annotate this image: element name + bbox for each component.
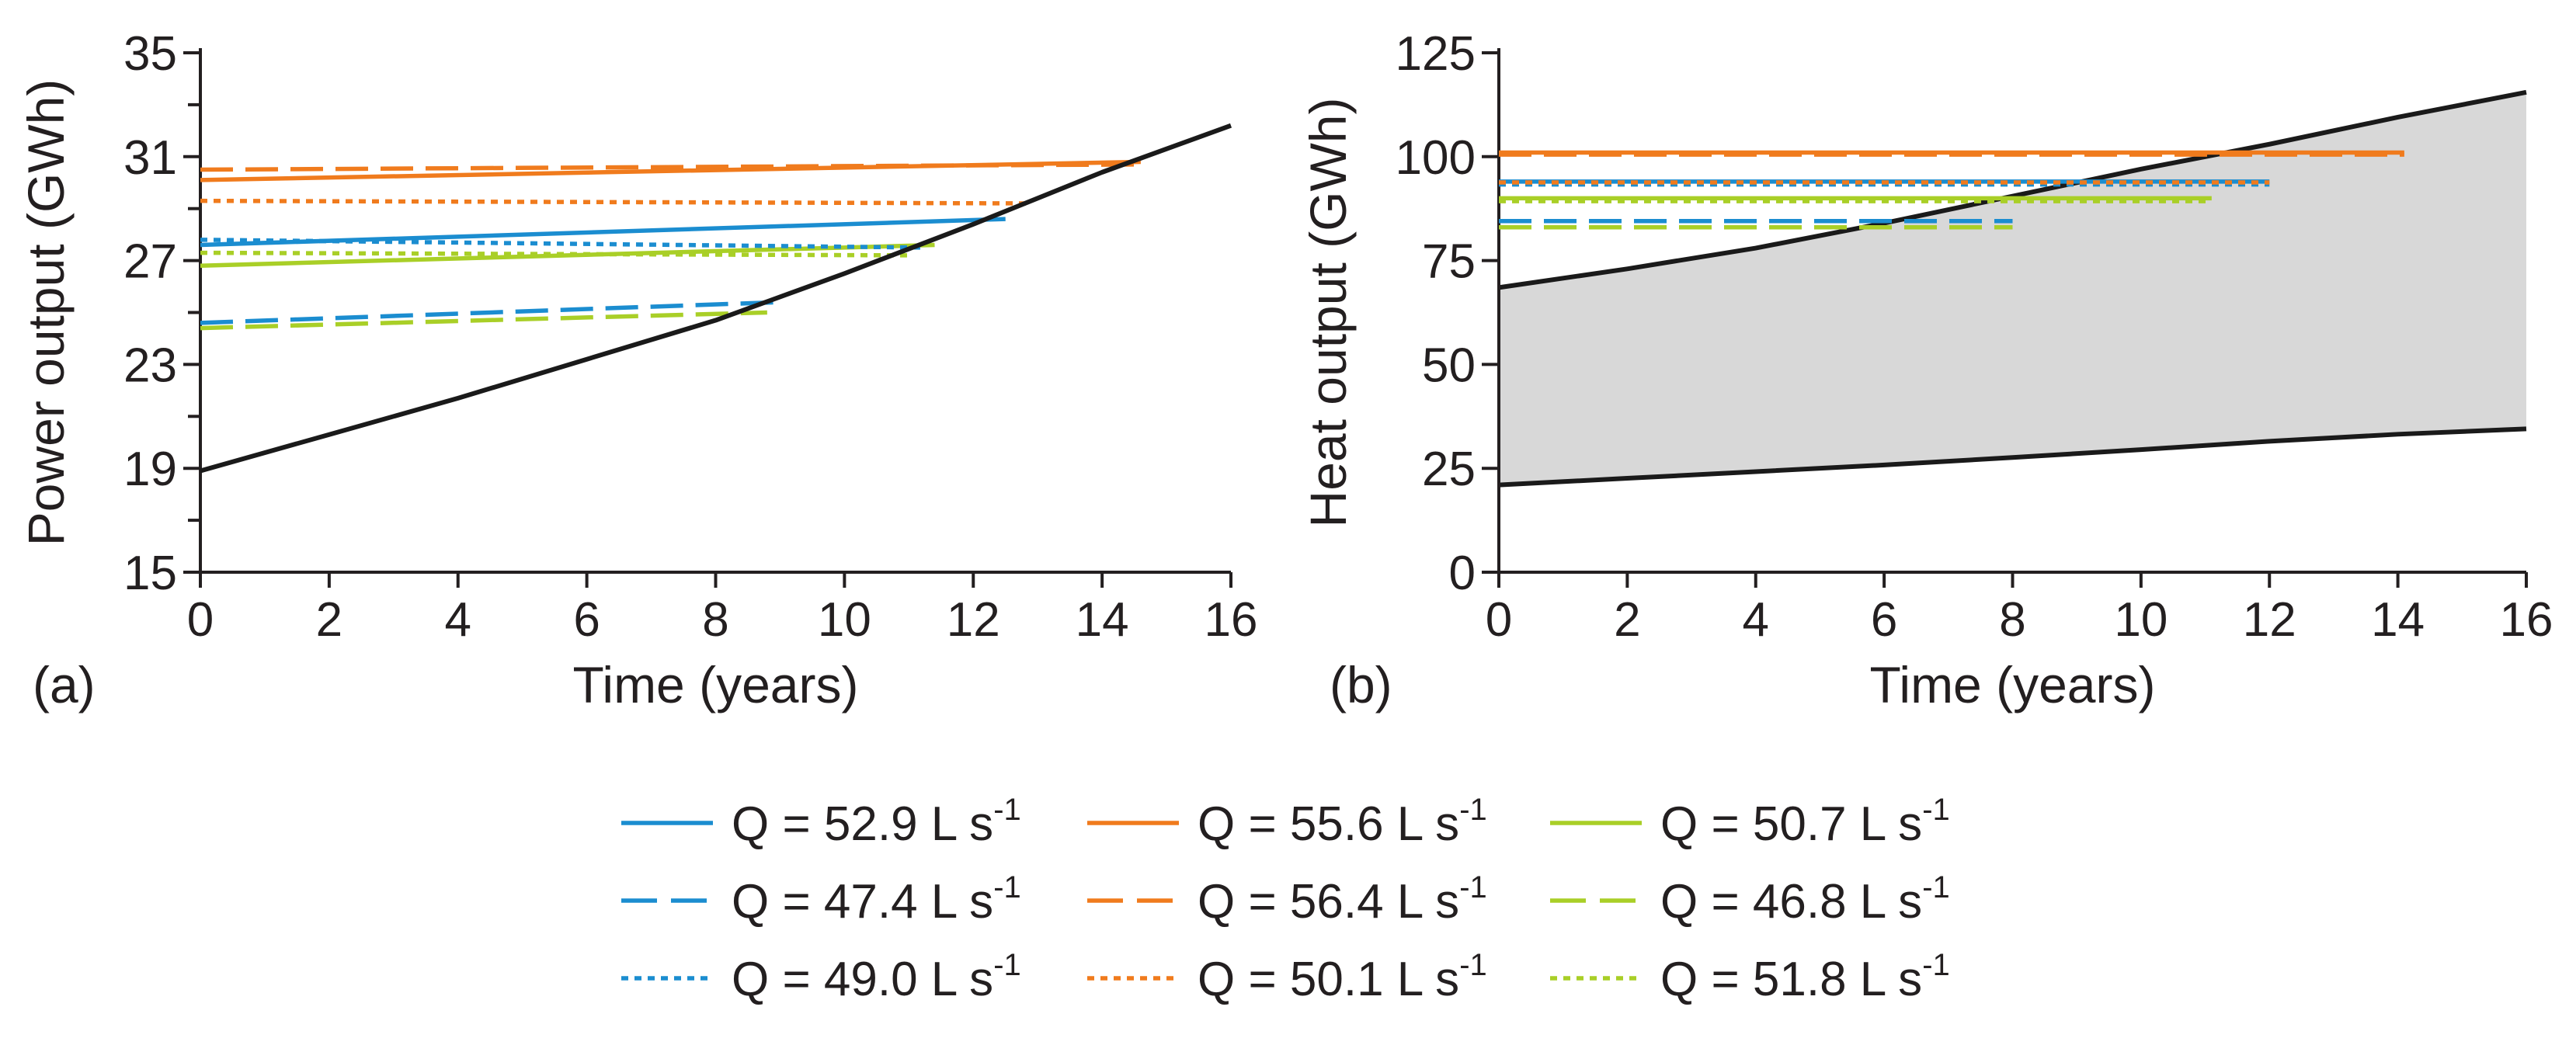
- x-tick-label: 12: [2243, 593, 2296, 647]
- band-lower-line: [1498, 426, 2527, 488]
- panel-label-b: (b): [1330, 656, 1392, 713]
- x-tick-label: 10: [2114, 593, 2168, 647]
- x-tick-label: 16: [2500, 593, 2553, 647]
- legend-label-s1: Q = 52.9 L s-1: [732, 793, 1021, 851]
- legend-label-s9: Q = 51.8 L s-1: [1660, 948, 1950, 1006]
- legend: Q = 52.9 L s-1 Q = 55.6 L s-1 Q = 50.7 L s…: [621, 793, 1950, 1006]
- x-tick-label: 2: [1614, 593, 1640, 647]
- x-tick-label: 16: [1205, 593, 1258, 647]
- panel-a-chart: 0 2 4 6 8 10 12 14 16 15 19 23 27 31 35 Time (years) Pow…: [17, 27, 1257, 713]
- x-tick-label: 4: [445, 593, 471, 647]
- y-tick-label: 15: [123, 547, 177, 600]
- x-tick-label: 14: [2371, 593, 2425, 647]
- legend-label-s2: Q = 55.6 L s-1: [1198, 793, 1487, 851]
- y-tick-label: 25: [1422, 443, 1476, 496]
- panel-b-chart: 0 2 4 6 8 10 12 14 16 0 25 50 75 100 125 Time (years) He…: [1299, 27, 2553, 713]
- y-tick-label: 0: [1449, 547, 1476, 600]
- legend-superscript: -1: [1922, 870, 1950, 904]
- legend-superscript: -1: [1459, 870, 1487, 904]
- legend-label-s3: Q = 50.7 L s-1: [1660, 793, 1950, 851]
- y-axis-label: Heat output (GWh): [1299, 98, 1357, 528]
- legend-label-s4: Q = 47.4 L s-1: [732, 870, 1021, 929]
- legend-superscript: -1: [1459, 793, 1487, 827]
- series-line-s4: [200, 300, 780, 325]
- x-tick-label: 10: [818, 593, 871, 647]
- x-tick-label: 8: [702, 593, 728, 647]
- y-tick-label: 75: [1422, 235, 1476, 289]
- panel-label-a: (a): [33, 656, 96, 713]
- x-tick-label: 6: [573, 593, 600, 647]
- shaded-band-area: [1499, 92, 2526, 485]
- legend-label-s8: Q = 50.1 L s-1: [1198, 948, 1487, 1006]
- series-line-s8: [200, 198, 1031, 206]
- y-tick-label: 31: [123, 131, 177, 185]
- y-tick-label: 23: [123, 339, 177, 392]
- legend-superscript: -1: [1922, 793, 1950, 827]
- x-axis-label: Time (years): [1870, 656, 2156, 713]
- legend-label-s6: Q = 46.8 L s-1: [1660, 870, 1950, 929]
- legend-superscript: -1: [993, 793, 1021, 827]
- series-line-s7: [200, 238, 922, 250]
- y-axis-label: Power output (GWh): [17, 79, 75, 547]
- x-tick-label: 6: [1871, 593, 1897, 647]
- series-line-s6: [200, 310, 767, 331]
- legend-superscript: -1: [993, 870, 1021, 904]
- y-tick-label: 100: [1396, 131, 1476, 185]
- y-tick-label: 19: [123, 443, 177, 496]
- series-line-s5: [200, 162, 1141, 172]
- x-tick-label: 14: [1076, 593, 1129, 647]
- x-tick-label: 12: [947, 593, 1000, 647]
- legend-superscript: -1: [1922, 948, 1950, 982]
- x-axis-label: Time (years): [573, 656, 859, 713]
- legend-label-s5: Q = 56.4 L s-1: [1198, 870, 1487, 929]
- y-tick-label: 35: [123, 27, 177, 81]
- y-tick-label: 125: [1396, 27, 1476, 81]
- series-line-limit: [200, 123, 1232, 474]
- legend-superscript: -1: [993, 948, 1021, 982]
- legend-superscript: -1: [1459, 948, 1487, 982]
- y-tick-label: 27: [123, 235, 177, 289]
- x-tick-label: 8: [1999, 593, 2025, 647]
- x-tick-label: 0: [1486, 593, 1512, 647]
- legend-label-s7: Q = 49.0 L s-1: [732, 948, 1021, 1006]
- x-tick-label: 4: [1743, 593, 1769, 647]
- x-tick-label: 0: [187, 593, 214, 647]
- y-tick-label: 50: [1422, 339, 1476, 392]
- x-tick-label: 2: [316, 593, 342, 647]
